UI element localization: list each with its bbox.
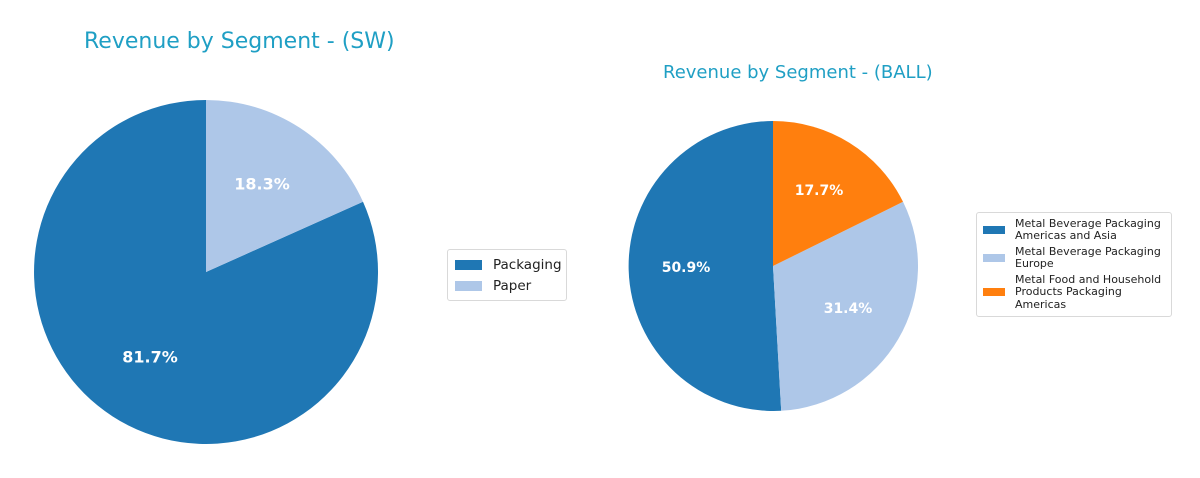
legend-item-food-household: Metal Food and Household Products Packag… — [977, 272, 1171, 313]
pie-sw: 81.7% 18.3% — [34, 100, 379, 444]
legend-item-paper: Paper — [448, 275, 566, 296]
slice-paper — [206, 100, 363, 272]
legend-swatch-icon — [983, 226, 1005, 234]
slice-europe — [773, 201, 919, 411]
pct-label-food-household: 17.7% — [795, 183, 844, 199]
legend-label: Metal Beverage Packaging Americas and As… — [1015, 216, 1161, 242]
legend-swatch-icon — [983, 254, 1005, 262]
pie-ball: 50.9% 31.4% 17.7% — [628, 121, 919, 411]
legend-item-packaging: Packaging — [448, 254, 566, 275]
pct-label-paper: 18.3% — [234, 175, 290, 194]
chart-title-ball: Revenue by Segment - (BALL) — [663, 62, 933, 83]
pct-label-americas-asia: 50.9% — [662, 260, 711, 276]
slice-americas-asia — [628, 121, 782, 411]
legend-label: Packaging — [493, 256, 562, 273]
pct-label-packaging: 81.7% — [122, 348, 178, 367]
slice-packaging — [34, 100, 379, 444]
legend-swatch-icon — [455, 280, 482, 291]
legend-label: Paper — [493, 277, 532, 294]
legend-label: Metal Food and Household Products Packag… — [1015, 272, 1162, 311]
legend-swatch-icon — [455, 259, 482, 270]
chart-title-sw: Revenue by Segment - (SW) — [84, 29, 395, 54]
legend-sw: Packaging Paper — [447, 249, 567, 301]
legend-item-americas-asia: Metal Beverage Packaging Americas and As… — [977, 216, 1171, 244]
pct-label-europe: 31.4% — [824, 301, 873, 317]
legend-swatch-icon — [983, 288, 1005, 297]
legend-item-europe: Metal Beverage Packaging Europe — [977, 244, 1171, 272]
legend-ball: Metal Beverage Packaging Americas and As… — [976, 212, 1172, 317]
legend-label: Metal Beverage Packaging Europe — [1015, 244, 1161, 270]
slice-food-household — [773, 121, 903, 266]
